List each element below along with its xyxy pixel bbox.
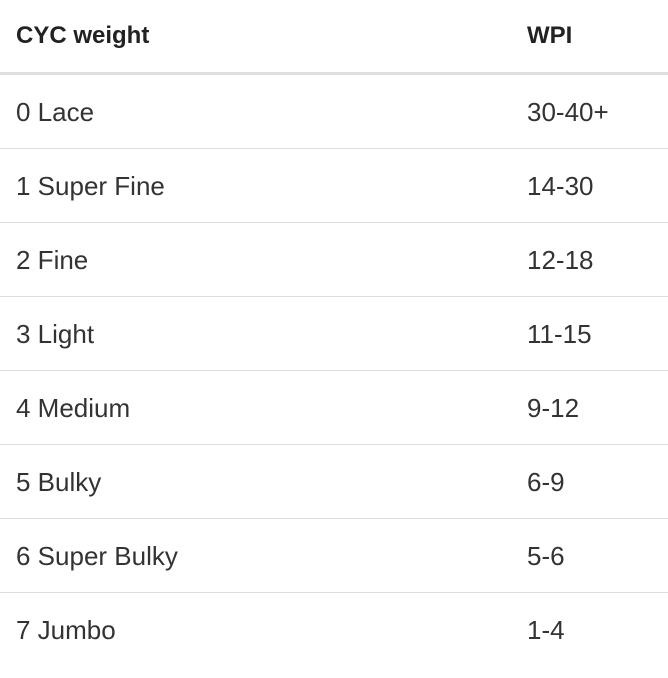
cell-cyc-weight: 2 Fine: [16, 245, 89, 275]
cell-cyc-weight: 1 Super Fine: [16, 171, 165, 201]
table-row: 4 Medium 9-12: [0, 371, 668, 445]
cell-cyc-weight: 3 Light: [16, 319, 95, 349]
cell-wpi: 9-12: [527, 393, 580, 423]
cell-wpi: 11-15: [527, 319, 592, 349]
cell-cyc-weight: 0 Lace: [16, 97, 95, 127]
table-row: 1 Super Fine 14-30: [0, 149, 668, 223]
table-row: 7 Jumbo 1-4: [0, 593, 668, 666]
cell-wpi: 14-30: [527, 171, 594, 201]
cell-cyc-weight: 6 Super Bulky: [16, 541, 178, 571]
cell-wpi: 1-4: [527, 615, 565, 645]
cell-wpi: 5-6: [527, 541, 565, 571]
table-row: 6 Super Bulky 5-6: [0, 519, 668, 593]
table-header: CYC weight WPI: [0, 0, 668, 75]
table-row: 5 Bulky 6-9: [0, 445, 668, 519]
header-wpi: WPI: [527, 22, 573, 49]
cell-cyc-weight: 7 Jumbo: [16, 615, 116, 645]
table-row: 0 Lace 30-40+: [0, 75, 668, 149]
table-row: 3 Light 11-15: [0, 297, 668, 371]
cell-wpi: 6-9: [527, 467, 565, 497]
table-row: 2 Fine 12-18: [0, 223, 668, 297]
cell-cyc-weight: 5 Bulky: [16, 467, 102, 497]
header-cyc-weight: CYC weight: [16, 22, 150, 49]
cell-wpi: 12-18: [527, 245, 594, 275]
cell-cyc-weight: 4 Medium: [16, 393, 131, 423]
cell-wpi: 30-40+: [527, 97, 609, 127]
